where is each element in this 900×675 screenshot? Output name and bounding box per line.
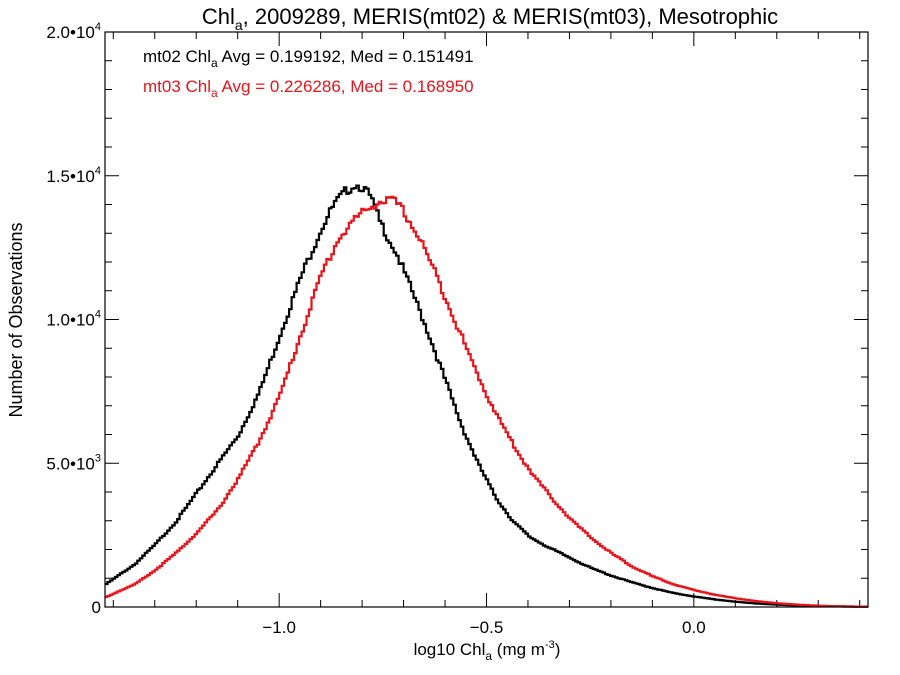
y-axis-label: Number of Observations [6,222,26,417]
x-axis-label: log10 Chla (mg m-3) [414,639,561,663]
y-tick-label: 5.0•103 [46,452,101,473]
annotation-mt03: mt03 Chla Avg = 0.226286, Med = 0.168950 [143,77,474,100]
y-tick-label: 1.5•104 [46,165,101,186]
plot-frame [104,31,869,608]
y-tick-label: 2.0•104 [46,21,101,42]
series-line-mt02 [105,184,868,608]
annotation-mt02: mt02 Chla Avg = 0.199192, Med = 0.151491 [143,47,474,70]
y-tick-label: 1.0•104 [46,309,101,330]
data-series [105,184,868,608]
y-tick-label: 0 [92,598,101,617]
x-tick-label: −1.0 [262,618,296,637]
x-tick-label: −0.5 [470,618,504,637]
chart-title: Chla, 2009289, MERIS(mt02) & MERIS(mt03)… [202,4,778,33]
x-tick-label: 0.0 [682,618,706,637]
series-line-mt03 [105,195,868,608]
tick-labels: −1.0 −0.5 0.0 0 5.0•103 1.0•104 1.5•104 2.0•104 [46,21,705,637]
